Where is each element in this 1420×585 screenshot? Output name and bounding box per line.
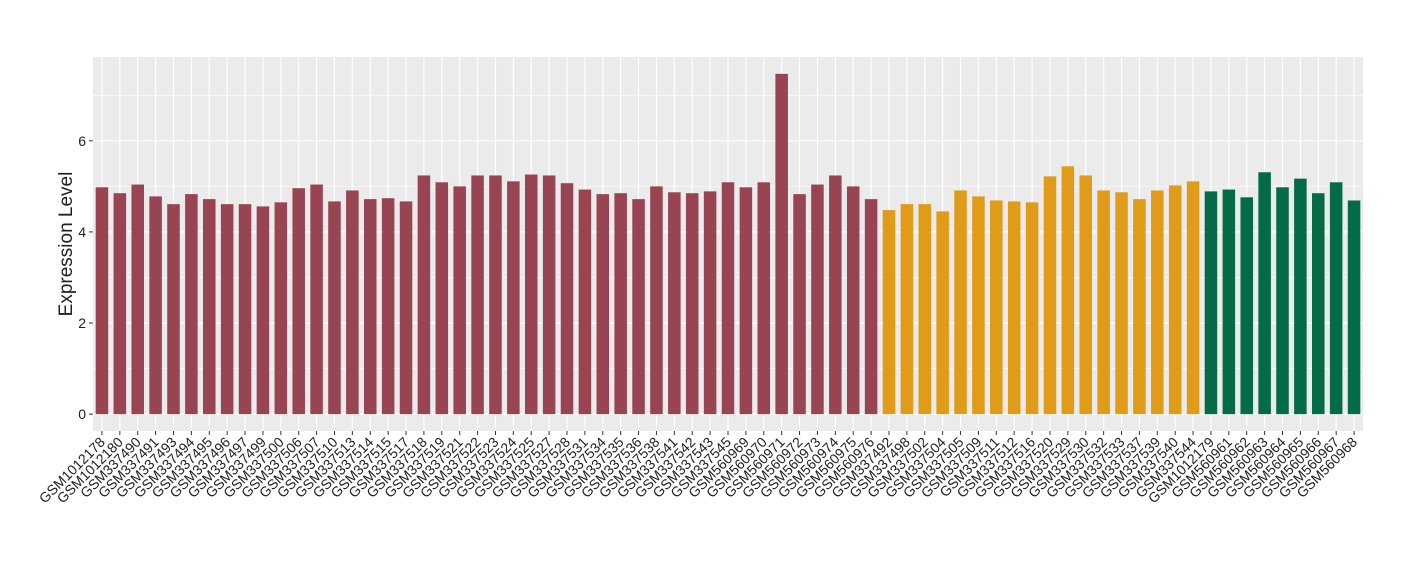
bar — [399, 201, 413, 415]
bar — [489, 175, 502, 415]
bar — [578, 189, 592, 415]
bar — [1240, 197, 1253, 415]
bar — [990, 200, 1003, 415]
bar — [1168, 185, 1182, 415]
bar — [1276, 187, 1289, 415]
bar — [220, 204, 234, 415]
bar — [1007, 201, 1021, 415]
bar — [1133, 199, 1146, 415]
y-axis-label: Expression Level — [56, 172, 77, 317]
bar — [596, 194, 610, 415]
bar — [238, 204, 252, 415]
bar — [775, 73, 788, 415]
y-tick-label: 0 — [78, 406, 86, 422]
bar — [1347, 200, 1361, 415]
bar — [131, 184, 144, 415]
bar — [1222, 189, 1236, 415]
bar — [757, 182, 771, 415]
bar — [292, 188, 305, 415]
bar — [685, 193, 699, 415]
bar — [524, 174, 538, 415]
bar — [811, 184, 824, 415]
bar — [1312, 193, 1325, 415]
bar — [1258, 172, 1271, 415]
bar — [381, 198, 395, 415]
bar — [185, 194, 198, 415]
bar — [703, 191, 717, 415]
bar — [864, 199, 878, 415]
bar — [1025, 202, 1039, 415]
bar — [1294, 178, 1307, 415]
bar — [274, 202, 288, 415]
bar — [1186, 181, 1200, 415]
bar — [453, 186, 466, 415]
bar — [972, 196, 985, 415]
bar — [471, 175, 484, 415]
bar — [1079, 175, 1093, 415]
bar — [1329, 182, 1343, 415]
bar — [149, 196, 162, 415]
bar — [739, 187, 753, 415]
bar — [1204, 191, 1218, 415]
bar — [95, 187, 109, 415]
bar — [363, 199, 377, 415]
bar — [310, 184, 323, 415]
y-tick-label: 6 — [78, 133, 86, 149]
bar — [435, 182, 449, 415]
bar — [632, 199, 645, 415]
bar — [1043, 176, 1057, 415]
bar — [203, 199, 216, 415]
bar — [1097, 190, 1110, 415]
bar — [650, 186, 663, 415]
bar — [954, 190, 967, 415]
y-tick-label: 4 — [78, 224, 86, 240]
y-tick-label: 2 — [78, 315, 86, 331]
bar — [417, 175, 431, 415]
bar — [328, 201, 341, 415]
bar — [167, 204, 180, 415]
bar — [113, 193, 127, 415]
bar — [346, 190, 359, 415]
bar — [882, 210, 896, 415]
bar — [936, 211, 949, 415]
bar — [1115, 192, 1128, 415]
bar — [542, 175, 556, 415]
bar — [721, 182, 735, 415]
bar — [256, 206, 270, 415]
bar — [918, 204, 932, 415]
bar — [900, 204, 914, 415]
bar — [560, 183, 574, 415]
bar — [846, 186, 860, 415]
bar — [614, 193, 627, 415]
bar — [829, 175, 842, 415]
bar — [507, 181, 520, 415]
bar — [1151, 190, 1164, 415]
bar — [793, 194, 806, 415]
bar — [1061, 166, 1075, 415]
bar — [668, 192, 681, 415]
